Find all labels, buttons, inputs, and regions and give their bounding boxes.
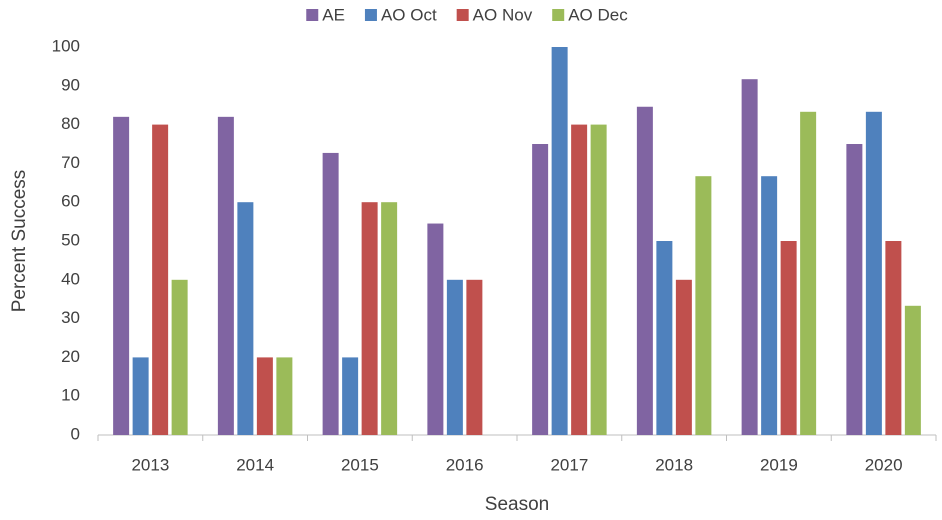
legend-label: AO Nov	[473, 5, 533, 24]
bar	[276, 357, 293, 435]
bar	[865, 111, 882, 436]
y-tick-label: 80	[61, 114, 80, 133]
x-tick-label: 2019	[760, 455, 798, 474]
x-tick-label: 2016	[446, 455, 484, 474]
x-tick-label: 2017	[550, 455, 588, 474]
bar	[636, 106, 653, 435]
bar	[656, 241, 673, 435]
legend-swatch	[456, 9, 469, 21]
y-tick-label: 30	[61, 308, 80, 327]
bar	[237, 202, 254, 435]
y-tick-label: 10	[61, 386, 80, 405]
bar	[256, 357, 273, 435]
y-tick-label: 100	[52, 36, 80, 55]
bar	[342, 357, 359, 435]
y-axis-title: Percent Success	[9, 170, 30, 313]
bar	[571, 124, 588, 435]
bar	[761, 176, 778, 436]
bar	[152, 124, 169, 435]
legend-label: AO Dec	[568, 5, 628, 24]
x-axis-title: Season	[485, 494, 549, 515]
y-tick-label: 50	[61, 230, 80, 249]
y-tick-label: 70	[61, 153, 80, 172]
bar	[675, 279, 692, 435]
bar	[532, 144, 549, 435]
bar	[132, 357, 149, 435]
legend-swatch	[364, 9, 377, 21]
bar	[427, 223, 444, 435]
bar	[551, 47, 568, 435]
x-tick-label: 2014	[236, 455, 274, 474]
bar	[741, 79, 758, 435]
x-tick-label: 2018	[655, 455, 693, 474]
legend-swatch	[552, 9, 565, 21]
y-tick-label: 40	[61, 269, 80, 288]
bar	[171, 279, 188, 435]
bar	[446, 279, 463, 435]
legend-label: AE	[322, 5, 345, 24]
bar	[361, 202, 378, 435]
x-tick-label: 2020	[865, 455, 903, 474]
bar	[590, 124, 607, 435]
bar	[904, 305, 921, 435]
bar	[466, 279, 483, 435]
bar	[381, 202, 398, 435]
y-tick-label: 0	[71, 424, 80, 443]
bar	[695, 176, 712, 436]
bar	[322, 152, 339, 435]
x-tick-label: 2013	[131, 455, 169, 474]
y-tick-label: 60	[61, 192, 80, 211]
bar	[113, 116, 130, 435]
y-tick-label: 20	[61, 347, 80, 366]
bar	[800, 111, 817, 436]
bar	[846, 144, 863, 435]
legend-label: AO Oct	[381, 5, 437, 24]
legend-swatch	[306, 9, 319, 21]
y-tick-label: 90	[61, 75, 80, 94]
bar	[780, 241, 797, 435]
x-tick-label: 2015	[341, 455, 379, 474]
bar	[217, 116, 234, 435]
bar	[885, 241, 902, 435]
